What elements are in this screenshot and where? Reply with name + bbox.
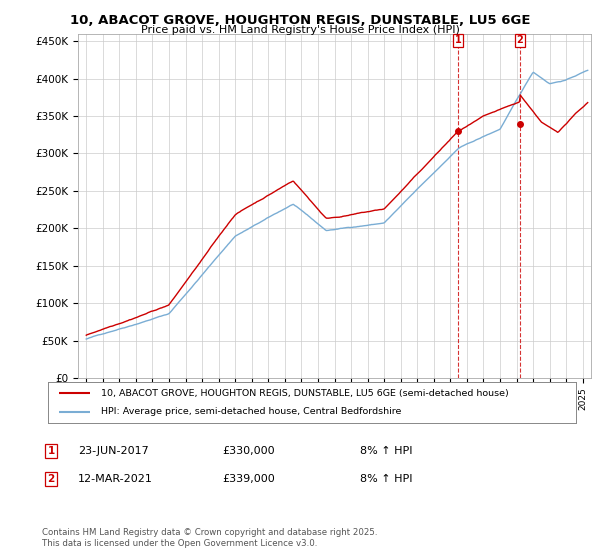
Text: 12-MAR-2021: 12-MAR-2021 xyxy=(78,474,153,484)
Text: 10, ABACOT GROVE, HOUGHTON REGIS, DUNSTABLE, LU5 6GE (semi-detached house): 10, ABACOT GROVE, HOUGHTON REGIS, DUNSTA… xyxy=(101,389,509,398)
Text: Contains HM Land Registry data © Crown copyright and database right 2025.
This d: Contains HM Land Registry data © Crown c… xyxy=(42,528,377,548)
Text: £330,000: £330,000 xyxy=(222,446,275,456)
Text: 23-JUN-2017: 23-JUN-2017 xyxy=(78,446,149,456)
Text: 2: 2 xyxy=(517,35,523,45)
Text: Price paid vs. HM Land Registry's House Price Index (HPI): Price paid vs. HM Land Registry's House … xyxy=(140,25,460,35)
Text: £339,000: £339,000 xyxy=(222,474,275,484)
Text: 8% ↑ HPI: 8% ↑ HPI xyxy=(360,446,413,456)
Text: 2: 2 xyxy=(47,474,55,484)
Text: 8% ↑ HPI: 8% ↑ HPI xyxy=(360,474,413,484)
Text: 10, ABACOT GROVE, HOUGHTON REGIS, DUNSTABLE, LU5 6GE: 10, ABACOT GROVE, HOUGHTON REGIS, DUNSTA… xyxy=(70,14,530,27)
Text: 1: 1 xyxy=(455,35,461,45)
Text: HPI: Average price, semi-detached house, Central Bedfordshire: HPI: Average price, semi-detached house,… xyxy=(101,408,401,417)
Text: 1: 1 xyxy=(47,446,55,456)
